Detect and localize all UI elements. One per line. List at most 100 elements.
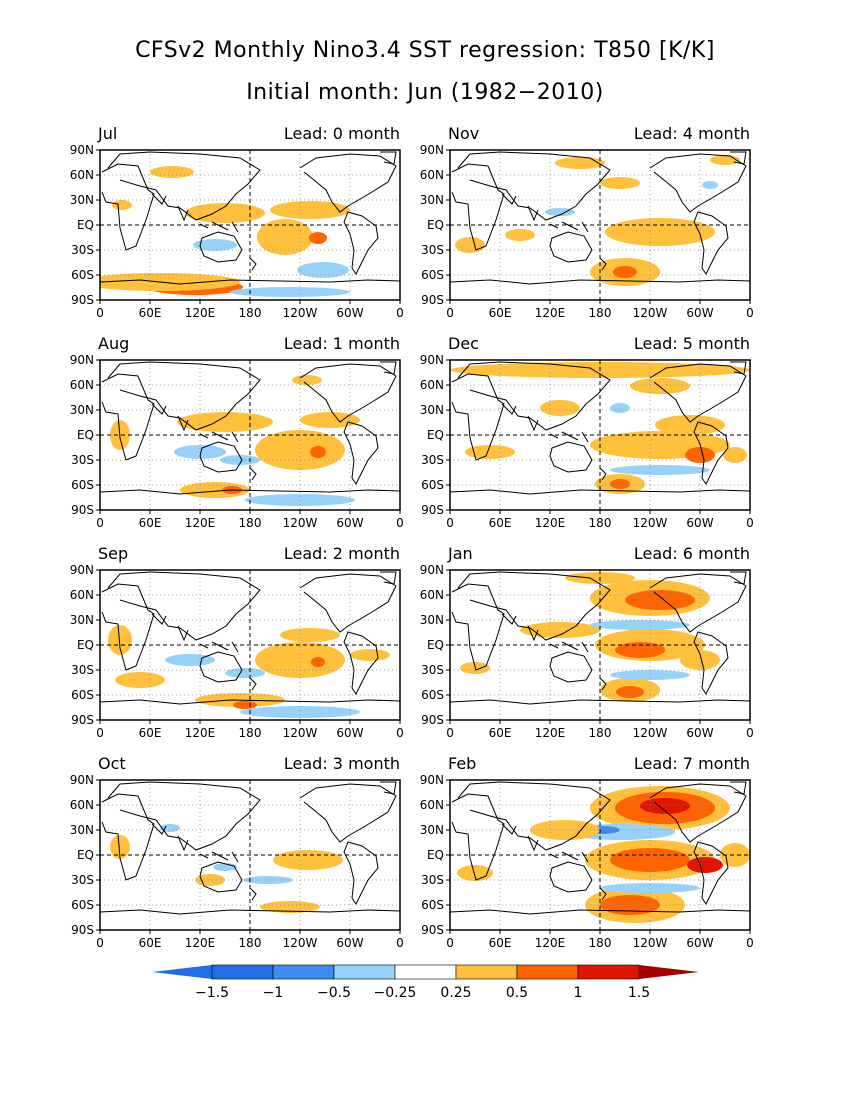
coastline bbox=[451, 373, 505, 461]
x-tick-label: 0 bbox=[96, 516, 104, 530]
positive-anomaly-contour bbox=[723, 447, 747, 463]
y-tick-label: 90N bbox=[420, 563, 444, 577]
coastline bbox=[549, 431, 589, 443]
y-tick-label: EQ bbox=[77, 848, 94, 862]
positive-anomaly-contour bbox=[520, 622, 600, 638]
positive-anomaly-contour bbox=[505, 229, 535, 241]
coastline bbox=[693, 421, 729, 485]
y-tick-label: 30N bbox=[420, 613, 444, 627]
coastline bbox=[450, 909, 750, 915]
y-tick-label: 90S bbox=[421, 293, 444, 307]
panel-oct: Oct Lead: 3 month 90N 60N 30N EQ 30S 60S 90S 0 60E… bbox=[50, 754, 410, 952]
y-tick-label: EQ bbox=[427, 848, 444, 862]
panel-jan: Jan Lead: 6 month 90N 60N 30N EQ 30S 60S 90S 0 60E… bbox=[400, 544, 760, 742]
y-tick-label: EQ bbox=[427, 218, 444, 232]
positive-anomaly-contour bbox=[180, 482, 250, 498]
panel-lead-label: Lead: 3 month bbox=[283, 754, 400, 773]
y-tick-label: 90S bbox=[71, 293, 94, 307]
y-tick-label: 60S bbox=[421, 478, 444, 492]
positive-anomaly-contour bbox=[150, 166, 194, 178]
x-tick-label: 180 bbox=[589, 306, 612, 320]
y-tick-label: EQ bbox=[427, 638, 444, 652]
x-tick-label: 120E bbox=[185, 726, 216, 740]
positive-anomaly-contour bbox=[280, 628, 340, 642]
y-tick-label: 30S bbox=[71, 243, 94, 257]
coastline bbox=[649, 363, 747, 423]
positive-anomaly-contour bbox=[257, 219, 313, 255]
colorbar-label: −1 bbox=[263, 985, 284, 1001]
x-tick-label: 60E bbox=[489, 726, 512, 740]
y-tick-label: 90N bbox=[70, 353, 94, 367]
y-tick-label: EQ bbox=[77, 428, 94, 442]
y-tick-label: 30S bbox=[421, 663, 444, 677]
panel-month-label: Dec bbox=[448, 334, 479, 353]
panel-lead-label: Lead: 4 month bbox=[633, 124, 750, 143]
coastline bbox=[549, 221, 589, 233]
colorbar-label: −0.5 bbox=[317, 985, 351, 1001]
positive-anomaly-contour bbox=[600, 177, 640, 189]
panel-month-label: Jul bbox=[98, 124, 118, 143]
positive-anomaly-contour bbox=[300, 412, 360, 428]
x-tick-label: 120W bbox=[633, 516, 668, 530]
coastline bbox=[457, 571, 611, 641]
coastline bbox=[457, 361, 611, 431]
coastline bbox=[451, 163, 505, 251]
y-tick-label: 90S bbox=[421, 503, 444, 517]
y-tick-label: 30N bbox=[70, 823, 94, 837]
coastline bbox=[199, 651, 243, 683]
coastline bbox=[599, 467, 607, 481]
x-tick-label: 180 bbox=[239, 516, 262, 530]
coastline bbox=[151, 403, 189, 432]
positive-anomaly-contour bbox=[687, 857, 723, 873]
chart-subtitle: Initial month: Jun (1982−2010) bbox=[246, 80, 604, 105]
coastline bbox=[549, 851, 589, 863]
coastline bbox=[343, 631, 379, 695]
panel-month-label: Aug bbox=[98, 334, 130, 353]
positive-anomaly-contour bbox=[115, 672, 165, 688]
y-tick-label: 30S bbox=[71, 663, 94, 677]
positive-anomaly-contour bbox=[255, 642, 345, 678]
positive-anomaly-contour bbox=[292, 375, 322, 385]
x-tick-label: 0 bbox=[446, 726, 454, 740]
x-tick-label: 180 bbox=[589, 936, 612, 950]
coastline bbox=[107, 781, 261, 851]
coastline bbox=[151, 613, 189, 642]
y-tick-label: 60S bbox=[71, 688, 94, 702]
colorbar-right-arrow bbox=[639, 965, 699, 979]
coastline bbox=[451, 583, 505, 671]
coastline bbox=[100, 699, 400, 705]
panel-lead-label: Lead: 6 month bbox=[633, 544, 750, 563]
positive-anomaly-contour bbox=[640, 798, 690, 814]
colorbar-label: −1.5 bbox=[195, 985, 229, 1001]
coastline bbox=[100, 489, 400, 495]
colorbar-segment bbox=[211, 964, 274, 980]
positive-anomaly-contour bbox=[260, 901, 320, 913]
x-tick-label: 120E bbox=[535, 726, 566, 740]
coastline bbox=[380, 361, 397, 375]
x-tick-label: 0 bbox=[746, 726, 754, 740]
positive-anomaly-contour bbox=[108, 625, 132, 655]
x-tick-label: 180 bbox=[239, 726, 262, 740]
x-tick-label: 0 bbox=[396, 306, 404, 320]
y-tick-label: 90N bbox=[420, 773, 444, 787]
coastline bbox=[199, 641, 239, 653]
x-tick-label: 120W bbox=[633, 726, 668, 740]
x-tick-label: 120E bbox=[185, 936, 216, 950]
coastline bbox=[730, 781, 747, 795]
chart-title: CFSv2 Monthly Nino3.4 SST regression: T8… bbox=[135, 38, 715, 63]
panel-lead-label: Lead: 1 month bbox=[283, 334, 400, 353]
x-tick-label: 0 bbox=[396, 936, 404, 950]
y-tick-label: 90N bbox=[70, 563, 94, 577]
y-tick-label: 90S bbox=[421, 923, 444, 937]
panel-month-label: Oct bbox=[98, 754, 126, 773]
panel-month-label: Feb bbox=[448, 754, 477, 773]
x-tick-label: 120E bbox=[535, 516, 566, 530]
x-tick-label: 60W bbox=[686, 726, 713, 740]
positive-anomaly-contour bbox=[616, 686, 644, 698]
positive-anomaly-contour bbox=[350, 649, 390, 661]
x-tick-label: 0 bbox=[96, 936, 104, 950]
